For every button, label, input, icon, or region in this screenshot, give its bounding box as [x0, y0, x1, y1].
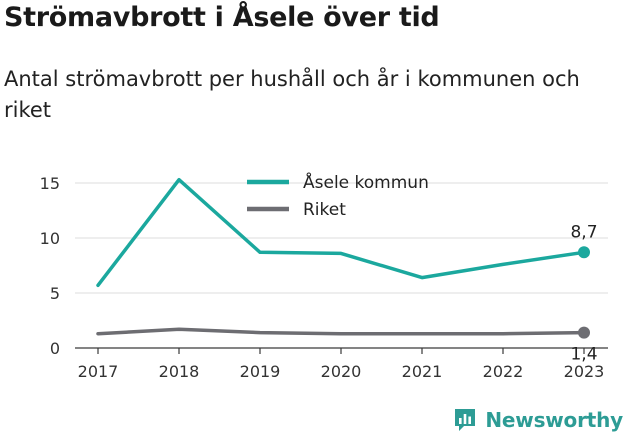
legend-label-riket: Riket [303, 200, 346, 220]
end-label-asele: 8,7 [570, 222, 597, 242]
x-tick-label-2021: 2021 [402, 362, 443, 381]
y-tick-label-5: 5 [50, 284, 60, 303]
series-lines [96, 177, 590, 339]
brand-logo: Newsworthy [453, 407, 623, 433]
x-tick-label-2019: 2019 [240, 362, 281, 381]
end-label-riket: 1,4 [570, 345, 597, 365]
y-tick-label-0: 0 [50, 339, 60, 358]
data-labels: 8,7 1,4 [570, 222, 597, 364]
y-tick-label-10: 10 [40, 229, 60, 248]
x-tick-label-2018: 2018 [159, 362, 200, 381]
x-tick-label-2017: 2017 [78, 362, 119, 381]
grid-lines [75, 182, 608, 294]
axes: 0 5 10 15 2017 2018 2019 2020 2021 2022 2023 [40, 174, 608, 381]
brand-name: Newsworthy [485, 408, 623, 432]
series-line-riket [96, 327, 586, 336]
y-tick-label-15: 15 [40, 174, 60, 193]
chart-logo-icon [455, 409, 476, 431]
end-point-riket [578, 326, 590, 339]
series-line-åsele-kommun [96, 177, 586, 288]
end-point-åsele-kommun [578, 246, 590, 259]
x-tick-label-2022: 2022 [483, 362, 524, 381]
legend-label-åsele-kommun: Åsele kommun [303, 171, 429, 193]
x-tick-label-2020: 2020 [321, 362, 362, 381]
chart-subtitle: Antal strömavbrott per hushåll och år i … [4, 67, 580, 122]
chart-title: Strömavbrott i Åsele över tid [4, 2, 440, 33]
x-tick-label-2023: 2023 [564, 362, 605, 381]
legend: Åsele kommun Riket [247, 171, 429, 220]
